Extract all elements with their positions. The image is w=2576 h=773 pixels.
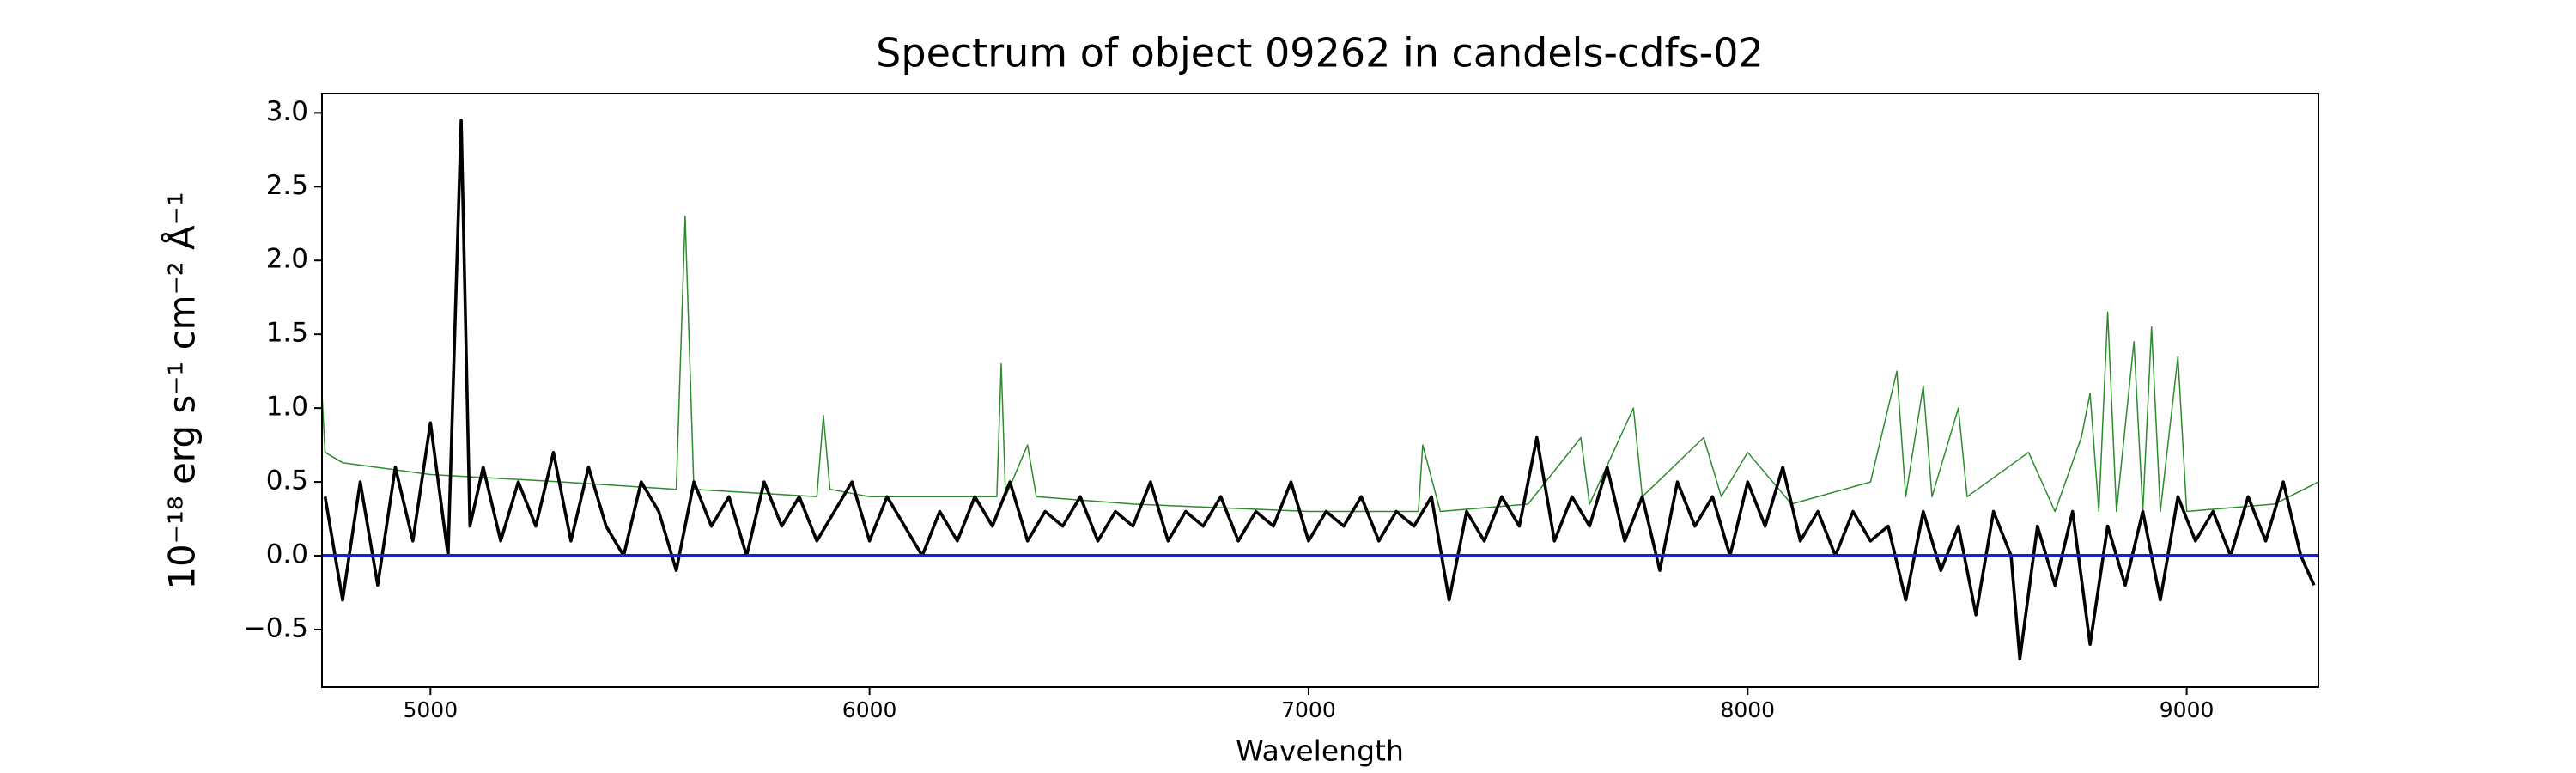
y-tick-label: 2.5	[266, 170, 308, 201]
spectrum-line	[323, 119, 2316, 661]
x-tick-label: 6000	[842, 697, 897, 722]
y-tick-label: −0.5	[244, 612, 308, 643]
x-tick-label: 5000	[403, 697, 458, 722]
x-axis-label: Wavelength	[1236, 734, 1404, 768]
chart-title: Spectrum of object 09262 in candels-cdfs…	[876, 30, 1764, 76]
y-tick-label: 1.0	[266, 392, 308, 423]
y-tick-label: 0.5	[266, 466, 308, 496]
plot-frame	[321, 93, 2319, 688]
y-tick-label: 3.0	[266, 96, 308, 127]
y-axis-label: 10⁻¹⁸ erg s⁻¹ cm⁻² Å⁻¹	[161, 192, 204, 589]
x-tick-label: 7000	[1281, 697, 1336, 722]
x-tick-label: 8000	[1720, 697, 1775, 722]
spectrum-line	[322, 215, 2318, 513]
y-tick-label: 2.0	[266, 244, 308, 275]
y-tick-label: 1.5	[266, 318, 308, 349]
x-tick-label: 9000	[2160, 697, 2215, 722]
y-tick-label: 0.0	[266, 539, 308, 570]
